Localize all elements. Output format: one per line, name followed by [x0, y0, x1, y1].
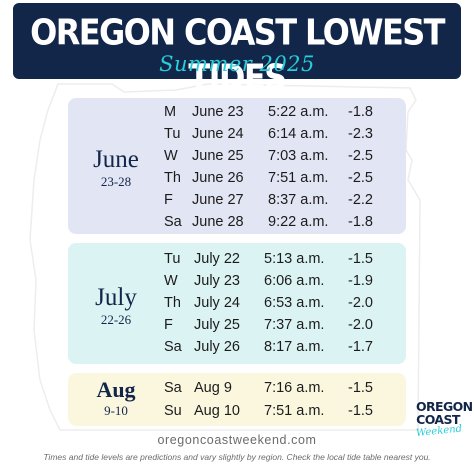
month-label: Aug 9-10 [68, 377, 164, 419]
tide-date: July 26 [194, 339, 240, 355]
website-link[interactable]: oregoncoastweekend.com [157, 433, 317, 447]
tide-level: -1.5 [348, 251, 373, 267]
tide-row: Sa June 28 9:22 a.m. -1.8 [68, 211, 406, 233]
oregon-coast-weekend-logo: OREGON COAST Weekend [416, 399, 474, 439]
tide-level: -2.3 [348, 126, 373, 142]
tide-day: W [164, 148, 178, 164]
tide-row: Su Aug 10 7:51 a.m. -1.5 [68, 400, 406, 422]
tide-level: -2.0 [348, 317, 373, 333]
page-subtitle: Summer 2025 [159, 52, 315, 76]
tide-row: F June 27 8:37 a.m. -2.2 [68, 189, 406, 211]
tide-row: W June 25 7:03 a.m. -2.5 [68, 145, 406, 167]
month-name: Aug [96, 377, 136, 402]
tide-date: June 24 [192, 126, 244, 142]
tide-level: -1.8 [348, 104, 373, 120]
tide-level: -1.7 [348, 339, 373, 355]
tide-row: Sa Aug 9 7:16 a.m. -1.5 [68, 377, 406, 399]
tide-date: Aug 10 [194, 403, 240, 419]
title-banner: OREGON COAST LOWEST TIDES Summer 2025 [13, 3, 461, 98]
tide-time: 6:14 a.m. [268, 126, 329, 142]
tide-time: 5:13 a.m. [264, 251, 325, 267]
disclaimer-text: Times and tide levels are predictions an… [43, 452, 431, 462]
tide-day: Tu [164, 126, 181, 142]
logo-line-coast: COAST [416, 412, 460, 427]
logo-line-oregon: OREGON [416, 399, 473, 414]
tide-time: 6:53 a.m. [264, 295, 325, 311]
tide-date: June 28 [192, 214, 244, 230]
tide-row: F July 25 7:37 a.m. -2.0 [68, 314, 406, 336]
month-name: July [95, 284, 137, 311]
tide-time: 7:03 a.m. [268, 148, 329, 164]
tide-day: F [164, 317, 173, 333]
month-label: July 22-26 [68, 284, 164, 328]
tide-row: Tu July 22 5:13 a.m. -1.5 [68, 248, 406, 270]
tide-row: Th July 24 6:53 a.m. -2.0 [68, 292, 406, 314]
tide-day: Sa [164, 214, 182, 230]
tide-day: Th [164, 295, 181, 311]
tide-level: -1.8 [348, 214, 373, 230]
tide-row: W July 23 6:06 a.m. -1.9 [68, 270, 406, 292]
tide-level: -1.9 [348, 273, 373, 289]
tide-time: 7:37 a.m. [264, 317, 325, 333]
tide-time: 7:51 a.m. [268, 170, 329, 186]
tide-date: June 27 [192, 192, 244, 208]
month-name: June [93, 146, 139, 173]
tide-time: 6:06 a.m. [264, 273, 325, 289]
tide-level: -1.5 [348, 380, 373, 396]
tide-day: Tu [164, 251, 181, 267]
tide-date: Aug 9 [194, 380, 232, 396]
tide-day: M [164, 104, 177, 120]
month-date-range: 23-28 [100, 174, 132, 189]
month-block-aug: Aug 9-10 Sa Aug 9 7:16 a.m. -1.5 Su Aug … [68, 373, 406, 426]
tide-day: W [164, 273, 178, 289]
tide-level: -1.5 [348, 403, 373, 419]
tide-date: June 25 [192, 148, 244, 164]
tide-day: F [164, 192, 173, 208]
tide-row: Tu June 24 6:14 a.m. -2.3 [68, 123, 406, 145]
tide-time: 7:51 a.m. [264, 403, 325, 419]
month-label: June 23-28 [68, 146, 164, 190]
month-date-range: 9-10 [104, 403, 128, 418]
tide-row: Sa July 26 8:17 a.m. -1.7 [68, 336, 406, 358]
month-block-june: June 23-28 M June 23 5:22 a.m. -1.8 Tu J… [68, 98, 406, 234]
tide-time: 8:17 a.m. [264, 339, 325, 355]
tide-day: Th [164, 170, 181, 186]
tide-row: Th June 26 7:51 a.m. -2.5 [68, 167, 406, 189]
month-block-july: July 22-26 Tu July 22 5:13 a.m. -1.5 W J… [68, 243, 406, 364]
tide-day: Su [164, 403, 182, 419]
tide-date: July 24 [194, 295, 240, 311]
tide-level: -2.0 [348, 295, 373, 311]
tide-date: June 23 [192, 104, 244, 120]
tide-level: -2.5 [348, 148, 373, 164]
page-title: OREGON COAST LOWEST TIDES [30, 11, 445, 99]
tide-date: July 25 [194, 317, 240, 333]
tide-date: June 26 [192, 170, 244, 186]
tide-day: Sa [164, 339, 182, 355]
tide-time: 5:22 a.m. [268, 104, 329, 120]
tide-row: M June 23 5:22 a.m. -1.8 [68, 101, 406, 123]
tide-date: July 22 [194, 251, 240, 267]
tide-level: -2.2 [348, 192, 373, 208]
tide-time: 8:37 a.m. [268, 192, 329, 208]
tide-day: Sa [164, 380, 182, 396]
tide-time: 9:22 a.m. [268, 214, 329, 230]
tide-time: 7:16 a.m. [264, 380, 325, 396]
tide-level: -2.5 [348, 170, 373, 186]
tide-date: July 23 [194, 273, 240, 289]
month-date-range: 22-26 [100, 312, 132, 327]
